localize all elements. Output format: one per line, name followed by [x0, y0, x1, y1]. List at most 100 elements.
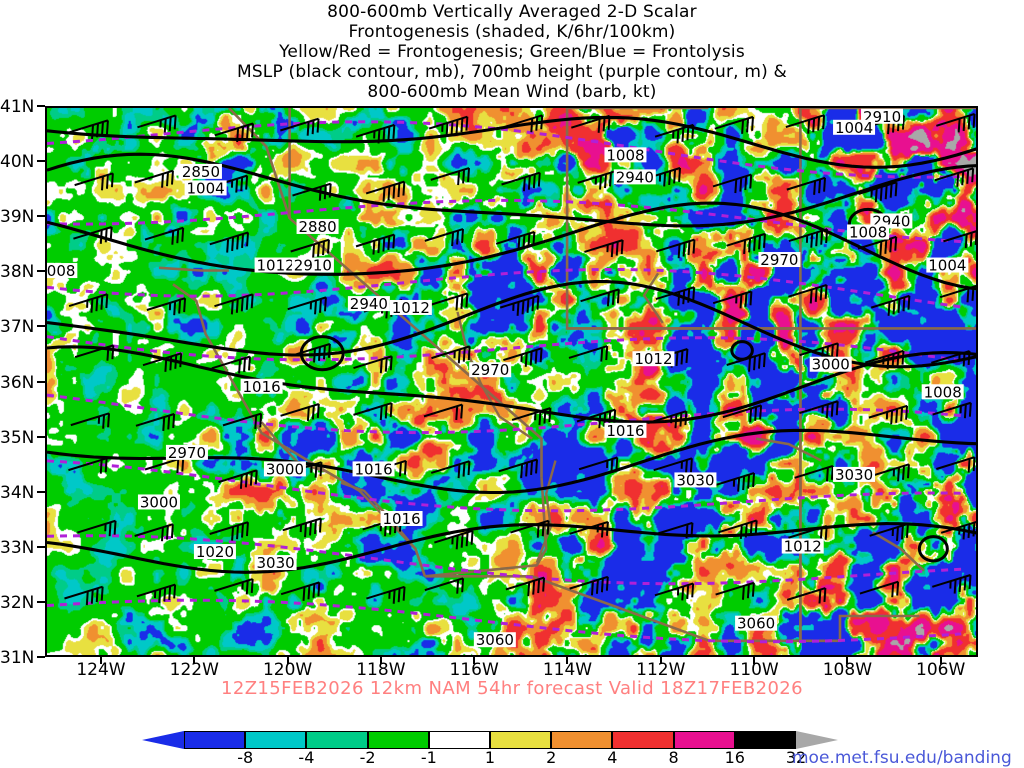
height-contour-700mb — [47, 198, 962, 244]
contour-label: 1004 — [928, 257, 966, 275]
contour-label-background — [254, 257, 297, 273]
mslp-contour — [47, 280, 976, 369]
wind-barb — [424, 577, 465, 594]
y-axis-tick-label: 31N — [0, 648, 35, 668]
height-contour-700mb — [47, 534, 962, 586]
contour-label-background — [347, 296, 390, 312]
colorbar-over-arrow — [796, 731, 838, 749]
chart-title-block: 800-600mb Vertically Averaged 2-D Scalar… — [0, 2, 1024, 102]
y-axis-tick-mark — [37, 600, 45, 603]
contour-label: 1020 — [196, 543, 234, 561]
wind-barb — [218, 469, 258, 489]
terrain-outline — [642, 272, 664, 324]
wind-barb — [365, 180, 406, 202]
x-axis-tick-label: 116W — [449, 660, 499, 680]
wind-barb — [287, 296, 327, 315]
wind-barb — [68, 293, 109, 313]
wind-barb — [501, 171, 541, 192]
contour-label: 1016 — [354, 460, 392, 478]
y-axis-tick-mark — [37, 325, 45, 328]
wind-barb — [940, 520, 976, 540]
terrain-outline — [456, 311, 533, 440]
contour-label-background — [179, 163, 222, 179]
wind-barb — [568, 345, 609, 362]
contour-label: 1012 — [784, 538, 822, 556]
wind-barb — [434, 529, 474, 550]
y-axis-tick-label: 41N — [0, 97, 35, 117]
contour-label: 2970 — [471, 361, 509, 379]
wind-barb — [134, 169, 174, 188]
contour-label: 1012 — [392, 299, 430, 317]
contour-label-background — [469, 362, 512, 378]
x-axis-tick-label: 112W — [636, 660, 686, 680]
wind-barb — [69, 119, 109, 139]
contour-label-background — [47, 263, 78, 279]
wind-barb — [209, 521, 249, 541]
y-axis-tick-mark — [37, 105, 45, 107]
x-axis-tick-label: 110W — [729, 660, 779, 680]
terrain-outline — [535, 460, 557, 564]
wind-barb — [934, 167, 975, 187]
wind-barb — [726, 352, 766, 372]
contour-label-background — [137, 494, 180, 510]
y-axis-tick-mark — [37, 270, 45, 273]
terrain-outline — [340, 481, 417, 550]
watermark-link[interactable]: moe.met.fsu.edu/banding — [792, 748, 1012, 768]
wind-barb — [936, 113, 976, 133]
wind-barb — [864, 349, 905, 370]
wind-barb — [280, 581, 321, 601]
wind-barb — [655, 286, 696, 306]
colorbar-tick-label: -4 — [298, 748, 315, 767]
x-axis-tick-mark — [379, 657, 382, 664]
colorbar-tick-label: -1 — [420, 748, 437, 767]
y-axis-tick-label: 40N — [0, 152, 35, 173]
wind-barb — [424, 228, 464, 247]
wind-barb — [137, 114, 177, 133]
contour-label-background — [833, 119, 876, 135]
wind-barb — [936, 456, 976, 473]
wind-barb — [209, 231, 249, 253]
wind-barb — [931, 350, 971, 367]
wind-barb — [653, 521, 694, 539]
contour-label: 2940 — [350, 295, 388, 313]
wind-barb — [510, 519, 550, 538]
contour-label-background — [380, 510, 423, 526]
contour-overlay: 2850100428801012291010082940101229701016… — [47, 108, 976, 649]
wind-barb — [859, 580, 900, 598]
y-axis-tick-label: 32N — [0, 592, 35, 613]
x-axis-tick-label: 122W — [169, 660, 219, 680]
wind-barb — [931, 574, 972, 594]
wind-barb — [715, 472, 756, 492]
wind-barb — [788, 228, 829, 248]
contour-label: 3000 — [266, 460, 304, 478]
height-contour-700mb — [47, 598, 962, 644]
wind-barb — [511, 407, 552, 426]
y-axis-tick-mark — [37, 160, 45, 163]
wind-barb — [578, 456, 619, 473]
colorbar-tick-label: 8 — [668, 748, 679, 767]
height-contour-700mb — [47, 393, 962, 435]
y-axis-tick-label: 39N — [0, 207, 35, 228]
wind-barb — [868, 404, 909, 425]
wind-barb — [799, 342, 839, 362]
contour-label: 1004 — [835, 119, 873, 137]
wind-barb — [870, 294, 911, 316]
contour-label: 3030 — [676, 471, 714, 489]
contour-label: 2880 — [298, 218, 336, 236]
contour-label-background — [809, 356, 852, 372]
wind-barb — [799, 400, 839, 419]
wind-barb — [282, 517, 322, 538]
colorbar-tick-label: 2 — [546, 748, 557, 767]
height-contour-700mb — [47, 120, 962, 179]
state-border — [172, 283, 427, 577]
colorbar-cell — [551, 731, 613, 749]
wind-barb — [712, 290, 753, 309]
colorbar-cell — [612, 731, 674, 749]
wind-barb — [858, 181, 898, 203]
x-axis-tick-label: 106W — [916, 660, 966, 680]
wind-barb — [70, 412, 111, 429]
contour-label: 2970 — [168, 444, 206, 462]
contour-label-background — [296, 218, 339, 234]
x-axis-tick-label: 108W — [822, 660, 873, 680]
colorbar-cell — [734, 731, 796, 749]
